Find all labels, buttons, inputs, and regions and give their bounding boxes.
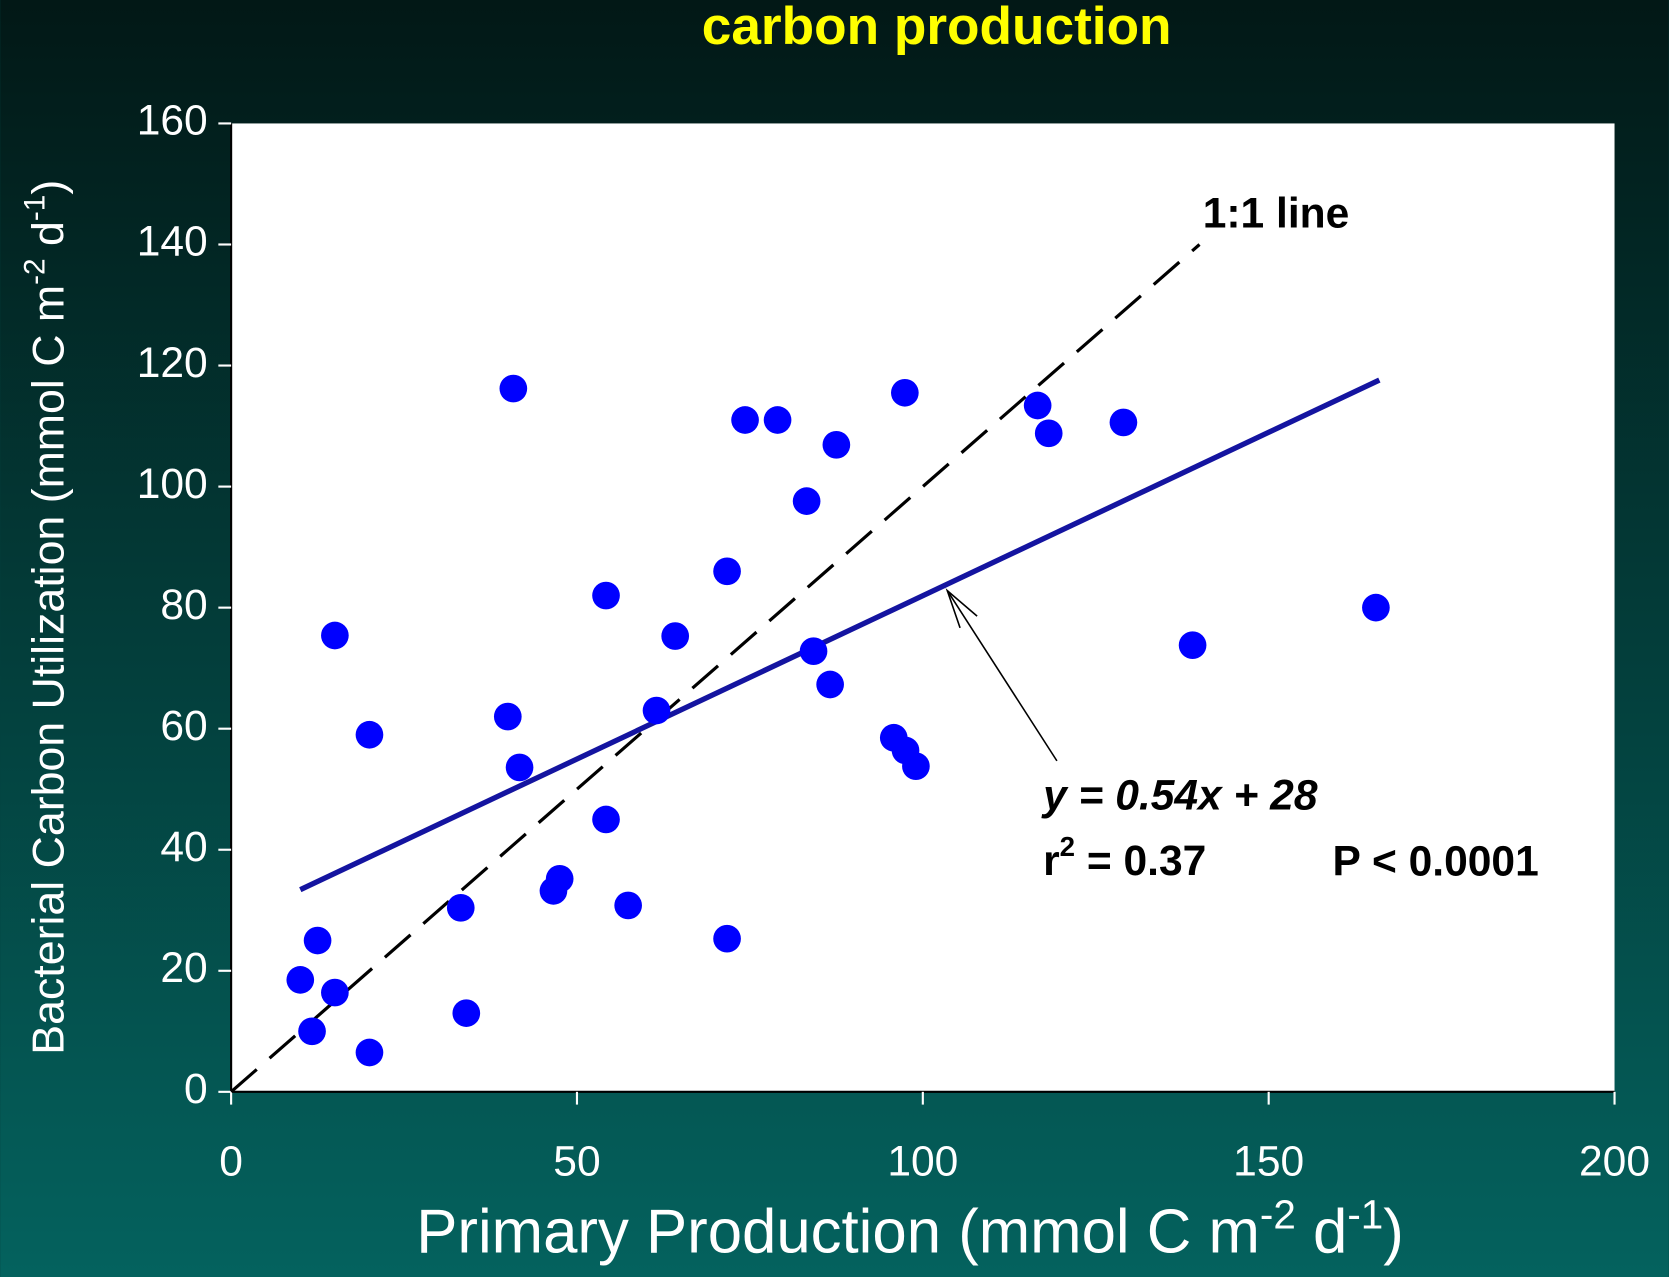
point — [446, 894, 475, 922]
y-label-sup: -1 — [18, 195, 51, 221]
y-tick-label: 160 — [137, 97, 208, 145]
y-tick-label: 60 — [160, 702, 207, 750]
point — [1034, 419, 1063, 448]
y-tick-label: 100 — [137, 460, 208, 508]
x-tick-label: 50 — [553, 1137, 600, 1185]
plot-area — [231, 123, 1615, 1092]
y-tick-label: 140 — [137, 218, 208, 266]
r2-part: r — [1043, 837, 1060, 885]
x-tick-label: 150 — [1233, 1137, 1304, 1185]
equation: y = 0.54x + 28 — [1041, 771, 1318, 819]
r-squared: r2 = 0.37 — [1043, 832, 1206, 886]
x-tick-label: 200 — [1579, 1137, 1650, 1185]
point — [1362, 593, 1390, 622]
arrow-shaft — [946, 590, 1058, 762]
y-tick-label: 40 — [160, 823, 207, 871]
point — [303, 926, 332, 955]
arrow-head — [945, 588, 978, 629]
point — [1023, 391, 1052, 420]
point — [499, 374, 528, 403]
point — [1178, 631, 1207, 659]
p-value: P < 0.0001 — [1333, 837, 1539, 885]
point — [298, 1017, 326, 1046]
point — [822, 430, 851, 459]
y-label-part: Bacterial Carbon Utilization (mmol C m — [24, 285, 73, 1055]
r2-sup: 2 — [1060, 832, 1075, 863]
point — [763, 406, 792, 434]
point — [891, 378, 919, 407]
point — [493, 702, 522, 731]
x-tick-label: 100 — [887, 1137, 958, 1185]
point — [1109, 408, 1138, 437]
point — [816, 670, 844, 699]
x-label-part: ) — [1383, 1198, 1404, 1267]
y-tick-label: 20 — [160, 944, 207, 992]
point — [355, 1038, 384, 1067]
r2-part: = 0.37 — [1075, 837, 1206, 885]
point — [286, 966, 315, 994]
y-label-part: ) — [24, 180, 73, 195]
identity-line-label: 1:1 line — [1203, 189, 1350, 237]
point — [713, 557, 741, 586]
x-axis-label: Primary Production (mmol C m-2 d-1) — [416, 1191, 1404, 1267]
annotation-arrow — [945, 588, 1058, 762]
point — [321, 621, 349, 650]
x-label-part: d — [1296, 1198, 1347, 1267]
identity-line — [230, 243, 1201, 1094]
x-tick-label: 0 — [219, 1137, 243, 1185]
point — [902, 752, 930, 781]
point — [713, 924, 741, 953]
point — [452, 999, 481, 1027]
y-tick-label: 0 — [184, 1065, 208, 1113]
point — [642, 696, 671, 725]
point — [799, 637, 828, 666]
point — [321, 978, 349, 1007]
point — [592, 581, 620, 610]
y-tick-label: 80 — [160, 581, 207, 629]
point — [731, 406, 759, 434]
y-tick-label: 120 — [137, 339, 208, 387]
y-axis-label: Bacterial Carbon Utilization (mmol C m-2… — [18, 180, 73, 1055]
point — [355, 720, 384, 749]
y-label-sup: -2 — [18, 258, 51, 284]
point — [614, 891, 642, 920]
point — [545, 864, 574, 893]
x-label-part: Primary Production (mmol C m — [416, 1198, 1260, 1267]
x-label-sup: -2 — [1260, 1191, 1296, 1237]
point — [792, 487, 821, 515]
x-label-sup: -1 — [1347, 1191, 1383, 1237]
fit-line — [299, 377, 1381, 893]
point — [505, 753, 534, 782]
point — [661, 622, 690, 650]
chart-title: carbon production — [702, 0, 1172, 56]
point — [592, 805, 620, 834]
y-label-part: d — [24, 221, 73, 258]
